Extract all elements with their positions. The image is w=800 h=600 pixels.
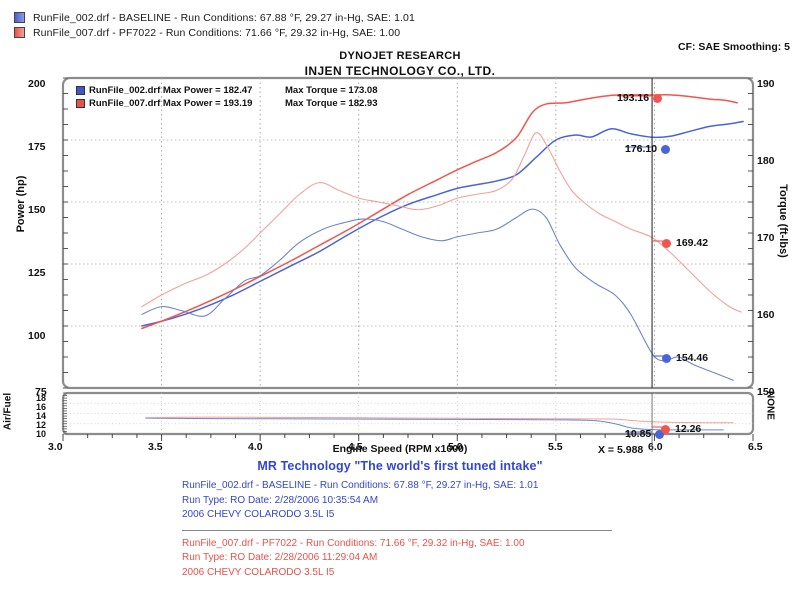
legend-max-power-1: RunFile_002.drf Max Power = 182.47 (89, 84, 253, 96)
brand-injen: INJEN TECHNOLOGY CO., LTD. (304, 64, 496, 78)
footer-line: Run Type: RO Date: 2/28/2006 10:35:54 AM (182, 494, 379, 506)
footer-divider (182, 529, 612, 531)
callout-marker-dot (662, 353, 671, 363)
callout-marker-dot (653, 93, 663, 103)
footer-title: MR Technology "The world's first tuned i… (257, 459, 543, 473)
legend-max-power-2: RunFile_007.drf Max Power = 193.19 (89, 97, 253, 109)
footer-line: 2006 CHEVY COLARODO 3.5L I5 (182, 509, 335, 520)
airfuel-tick: 14 (36, 411, 47, 421)
x-tick: 3.0 (48, 441, 63, 453)
torque-tick: 150 (757, 386, 775, 398)
header-run-text-2: RunFile_007.drf - PF7022 - Run Condition… (33, 26, 401, 39)
torque-tick: 190 (757, 78, 775, 90)
callout-power-blue: 176.10 (625, 143, 671, 155)
footer-line: Run Type: RO Date: 2/28/2006 11:29:04 AM (182, 552, 378, 563)
x-tick: 5.5 (548, 441, 563, 453)
callout-value: 12.26 (675, 423, 702, 435)
airfuel-series-path (145, 416, 734, 424)
callout-value: 176.10 (625, 143, 658, 155)
run-color-swatch-blue (14, 12, 25, 23)
callout-marker-dot (662, 238, 671, 248)
power-tick: 200 (28, 78, 46, 90)
airfuel-axis-title: Air/Fuel (2, 392, 14, 431)
power-tick: 175 (28, 141, 46, 153)
header-run-row: RunFile_002.drf - BASELINE - Run Conditi… (14, 10, 415, 25)
header-run-text-1: RunFile_002.drf - BASELINE - Run Conditi… (33, 11, 415, 24)
airfuel-tick: 10 (36, 429, 47, 439)
footer-block: MR Technology "The world's first tuned i… (0, 455, 800, 580)
plot-legend-row: RunFile_002.drf Max Power = 182.47 Max T… (76, 84, 378, 96)
footer-line: RunFile_007.drf - PF7022 - Run Condition… (182, 537, 525, 549)
footer-line: 2006 CHEVY COLARODO 3.5L I5 (182, 566, 335, 578)
x-tick: 3.5 (148, 441, 163, 453)
legend-swatch-red (76, 98, 85, 108)
x-tick: 6.5 (748, 441, 763, 453)
x-tick: 4.5 (348, 441, 363, 453)
run-color-swatch-red (14, 27, 25, 38)
torque-tick: 160 (757, 309, 775, 321)
brand-dynojet: DYNOJET RESEARCH (339, 50, 461, 62)
x-tick: 5.0 (448, 441, 463, 453)
series-path-torque (141, 208, 734, 381)
cursor-x-label: X = 5.988 (598, 444, 644, 456)
x-axis-title: Engine Speed (RPM x1000) (332, 443, 468, 455)
airfuel-tick: 16 (36, 402, 47, 412)
x-tick: 4.0 (248, 441, 263, 453)
header-run-legend: RunFile_002.drf - BASELINE - Run Conditi… (14, 10, 415, 40)
power-tick: 125 (28, 267, 46, 279)
footer-run-block-2: RunFile_007.drf - PF7022 - Run Condition… (182, 537, 800, 581)
legend-max-torque-1: Max Torque = 173.08 (285, 84, 378, 96)
callout-marker-dot (661, 144, 671, 154)
callout-value: 193.16 (617, 92, 650, 104)
torque-tick: 180 (757, 155, 775, 167)
power-tick: 150 (28, 204, 46, 216)
callout-af-red: 12.26 (661, 423, 701, 435)
x-tick: 6.0 (648, 441, 663, 453)
plot-legend-row: RunFile_007.drf Max Power = 193.19 Max T… (76, 97, 378, 109)
callout-torque-red: 169.42 (662, 237, 708, 249)
callout-value: 10.85 (625, 428, 652, 440)
series-path-power (141, 94, 738, 330)
callout-marker-dot (661, 424, 670, 434)
correction-factor-label: CF: SAE Smoothing: 5 (678, 41, 790, 53)
callout-value: 169.42 (676, 237, 709, 249)
footer-line: RunFile_002.drf - BASELINE - Run Conditi… (182, 480, 539, 491)
callout-marker-dot (655, 429, 665, 439)
callout-torque-blue: 154.46 (662, 352, 708, 364)
airfuel-tick: 12 (36, 420, 47, 430)
callout-power-red: 193.16 (617, 92, 663, 104)
legend-swatch-blue (76, 85, 85, 95)
legend-max-torque-2: Max Torque = 182.93 (285, 97, 378, 109)
power-axis-title: Power (hp) (15, 175, 27, 233)
power-tick: 100 (28, 330, 46, 342)
callout-value: 154.46 (676, 352, 709, 364)
plot-legend-box: RunFile_002.drf Max Power = 182.47 Max T… (76, 84, 378, 109)
torque-axis-title: Torque (ft-lbs) (777, 184, 789, 258)
torque-tick: 170 (757, 232, 775, 244)
airfuel-tick: 18 (36, 393, 47, 403)
header-run-row: RunFile_007.drf - PF7022 - Run Condition… (14, 25, 415, 40)
footer-run-block-1: RunFile_002.drf - BASELINE - Run Conditi… (182, 479, 800, 523)
series-path-torque (141, 132, 742, 313)
callout-af-blue: 10.85 (625, 428, 665, 440)
power-tick: 75 (35, 386, 47, 398)
